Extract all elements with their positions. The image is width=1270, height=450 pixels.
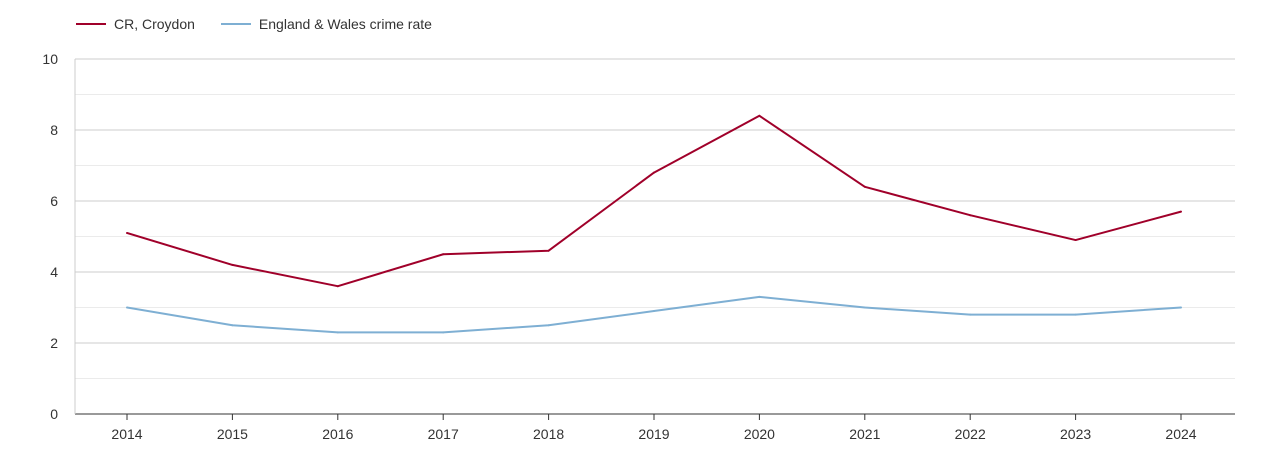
data-point-croydon (1074, 239, 1077, 242)
y-tick-label: 4 (50, 264, 58, 280)
data-point-england-wales (758, 295, 761, 298)
x-tick-label: 2016 (322, 426, 353, 442)
data-point-croydon (653, 171, 655, 174)
x-tick-label: 2019 (638, 426, 669, 442)
data-point-croydon (758, 114, 761, 117)
data-point-croydon (336, 285, 339, 288)
data-point-croydon (547, 249, 550, 252)
data-point-croydon (969, 214, 972, 217)
legend-item-england-wales[interactable]: England & Wales crime rate (220, 16, 432, 32)
data-point-croydon (126, 231, 128, 234)
data-point-england-wales (1180, 306, 1182, 309)
x-tick-label: 2018 (533, 426, 564, 442)
data-point-england-wales (863, 306, 866, 309)
data-point-england-wales (442, 331, 445, 334)
legend-label-croydon: CR, Croydon (114, 16, 195, 32)
x-tick-label: 2014 (111, 426, 142, 442)
data-point-england-wales (1074, 313, 1077, 316)
x-tick-label: 2022 (955, 426, 986, 442)
data-point-england-wales (969, 313, 972, 316)
x-tick-label: 2021 (849, 426, 880, 442)
x-tick-label: 2024 (1165, 426, 1196, 442)
x-tick-label: 2015 (217, 426, 248, 442)
legend-item-croydon[interactable]: CR, Croydon (76, 16, 195, 32)
y-tick-label: 2 (50, 335, 58, 351)
series-line-england-wales (126, 295, 1182, 334)
legend-swatch-england-wales (220, 23, 251, 25)
data-point-england-wales (336, 331, 339, 334)
y-tick-label: 0 (50, 406, 58, 422)
data-point-croydon (231, 263, 234, 266)
data-point-croydon (1180, 210, 1182, 213)
data-point-england-wales (653, 310, 655, 313)
data-point-england-wales (126, 306, 128, 309)
x-tick-label: 2017 (428, 426, 459, 442)
x-tick-label: 2023 (1060, 426, 1091, 442)
legend-label-england-wales: England & Wales crime rate (258, 16, 432, 32)
data-point-croydon (442, 253, 445, 256)
data-point-croydon (863, 185, 866, 188)
x-tick-label: 2020 (744, 426, 775, 442)
legend: CR, Croydon England & Wales crime rate (76, 16, 432, 32)
y-tick-label: 10 (42, 51, 58, 67)
y-tick-label: 6 (50, 193, 58, 209)
y-tick-label: 8 (50, 122, 58, 138)
data-point-england-wales (547, 324, 550, 327)
data-point-england-wales (231, 324, 234, 327)
legend-swatch-croydon (76, 23, 106, 25)
